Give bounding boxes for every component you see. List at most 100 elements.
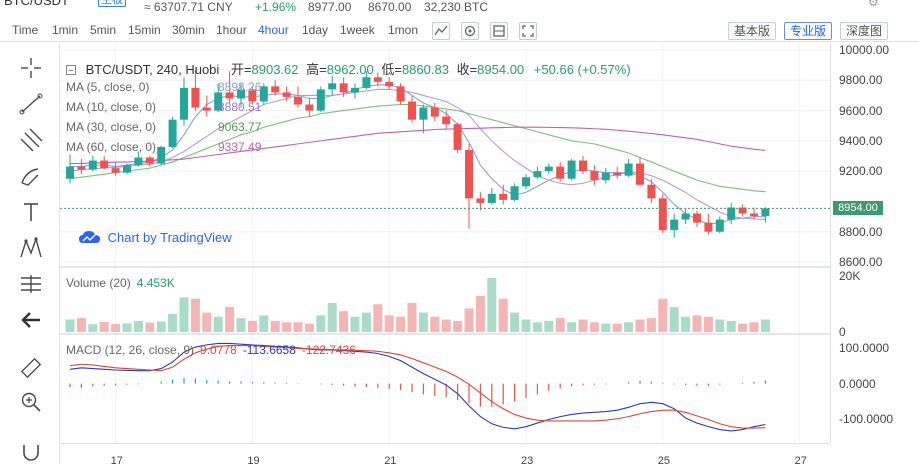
macd-pane	[69, 342, 767, 432]
candle-up	[544, 166, 553, 172]
timeframe-15min[interactable]: 15min	[128, 23, 161, 37]
legend-symbol[interactable]: BTC/USDT, 240, Huobi	[85, 62, 220, 77]
ticker-high: 8977.00	[308, 0, 352, 14]
legend-high: 8962.00	[326, 62, 374, 77]
ticker-badge[interactable]: 主板	[98, 0, 126, 7]
ma10-label: MA (10, close, 0)	[66, 100, 157, 114]
fullscreen-icon[interactable]	[519, 22, 537, 40]
volume-bar	[282, 322, 292, 332]
timeframe-1hour[interactable]: 1hour	[216, 23, 247, 37]
legend-low-label: 低=	[381, 62, 402, 77]
legend-open: 8903.62	[251, 62, 299, 77]
view-depth-button[interactable]: 深度图	[840, 22, 889, 40]
pattern-tool-icon[interactable]	[18, 235, 44, 261]
candle-up	[157, 146, 166, 164]
timeframe-1min[interactable]: 1min	[52, 23, 79, 37]
measure-tool-icon[interactable]	[18, 271, 44, 297]
compare-icon[interactable]	[490, 22, 508, 40]
drawing-toolbar	[0, 43, 60, 464]
candle-down	[294, 96, 302, 105]
price-axis[interactable]: 10000.00 9800.00 9600.00 9400.00 9200.00 8800…	[830, 43, 919, 443]
settings-gear-icon[interactable]: ⚙	[868, 0, 879, 9]
ticker-cny: ≈ 63707.71 CNY	[144, 0, 233, 14]
text-tool-icon[interactable]	[18, 199, 44, 225]
chart-canvas[interactable]	[60, 43, 830, 443]
crosshair-icon[interactable]	[18, 55, 44, 81]
candle-down	[750, 213, 758, 217]
candlesticks	[66, 69, 770, 238]
volume-bar	[327, 302, 337, 332]
candle-down	[738, 207, 747, 214]
price-tick-label: 8800.00	[839, 224, 883, 239]
ma10-legend[interactable]: MA (10, close, 0) 8880.51	[66, 100, 261, 114]
volume-bar	[464, 308, 474, 332]
back-arrow-icon[interactable]	[18, 307, 44, 333]
timeframe-time[interactable]: Time	[12, 23, 39, 37]
timeframe-5min[interactable]: 5min	[90, 23, 117, 37]
volume-bar	[111, 323, 121, 332]
macd-tick-label: 0.0000	[839, 376, 876, 391]
volume-bar	[168, 313, 178, 332]
candle-up	[316, 89, 325, 111]
trend-line-icon[interactable]	[18, 91, 44, 117]
candle-up	[670, 219, 679, 231]
settings-icon[interactable]	[461, 22, 479, 40]
candle-down	[693, 213, 701, 223]
volume-bar	[304, 323, 314, 332]
candle-up	[214, 92, 223, 111]
price-tick-label: 9200.00	[839, 164, 883, 179]
candle-down	[396, 86, 405, 102]
tradingview-watermark[interactable]: Chart by TradingView	[78, 229, 232, 245]
candle-up	[237, 89, 245, 99]
magnet-icon[interactable]	[18, 437, 44, 463]
ma30-legend[interactable]: MA (30, close, 0) 9063.77	[66, 120, 261, 134]
timeframe-4hour[interactable]: 4hour	[258, 23, 289, 37]
volume-bar	[213, 316, 223, 332]
timeframe-1mon[interactable]: 1mon	[388, 23, 419, 37]
zoom-in-icon[interactable]	[18, 389, 44, 415]
brush-icon[interactable]	[18, 163, 44, 189]
candle-down	[647, 184, 656, 199]
macd-legend[interactable]: MACD (12, 26, close, 9) 9.0778 -113.6658 -1…	[66, 343, 356, 357]
ma10-value: 8880.51	[218, 100, 262, 114]
fib-lines-icon[interactable]	[18, 127, 44, 153]
candle-down	[408, 101, 416, 120]
volume-bar	[612, 323, 622, 332]
time-tick-label: 23	[521, 455, 534, 464]
macd-tick-label: -100.0000	[839, 412, 894, 427]
candle-down	[77, 166, 86, 170]
legend-collapse-icon[interactable]	[66, 65, 76, 75]
timeframe-30min[interactable]: 30min	[172, 23, 205, 37]
candle-down	[430, 107, 439, 117]
volume-bar	[236, 318, 246, 332]
volume-bar	[259, 315, 269, 332]
volume-bar	[373, 304, 383, 332]
indicators-icon[interactable]	[432, 22, 450, 40]
candle-up	[681, 213, 690, 220]
volume-bar	[361, 312, 371, 332]
view-basic-button[interactable]: 基本版	[728, 22, 777, 40]
ruler-icon[interactable]	[18, 355, 44, 381]
time-axis[interactable]: 17 19 21 23 25 27	[60, 443, 830, 464]
volume-bar	[475, 295, 485, 332]
candle-up	[134, 157, 143, 166]
main-legend: BTC/USDT, 240, Huobi 开=8903.62 高=8962.00…	[66, 59, 631, 78]
volume-bar	[635, 319, 645, 332]
volume-bar	[270, 320, 280, 332]
volume-bar	[749, 322, 759, 332]
timeframe-1week[interactable]: 1week	[340, 23, 375, 37]
candle-down	[271, 86, 280, 93]
view-pro-button[interactable]: 专业版	[784, 22, 833, 40]
last-price-label: 8954.00	[833, 201, 883, 216]
candle-down	[225, 92, 234, 99]
ma60-legend[interactable]: MA (60, close, 0) 9337.49	[66, 140, 261, 154]
moving-average-lines	[69, 84, 766, 225]
price-tick-label: 8600.00	[839, 254, 883, 269]
macd-signal-value: -122.7436	[301, 343, 356, 357]
timeframe-toolbar: Time 1min 5min 15min 30min 1hour 4hour 1…	[0, 21, 919, 42]
ma30-line	[69, 103, 766, 193]
ma5-legend[interactable]: MA (5, close, 0) 8898.26	[66, 80, 261, 94]
timeframe-1day[interactable]: 1day	[302, 23, 329, 37]
candle-up	[351, 87, 359, 93]
volume-legend[interactable]: Volume (20) 4.453K	[66, 276, 175, 290]
